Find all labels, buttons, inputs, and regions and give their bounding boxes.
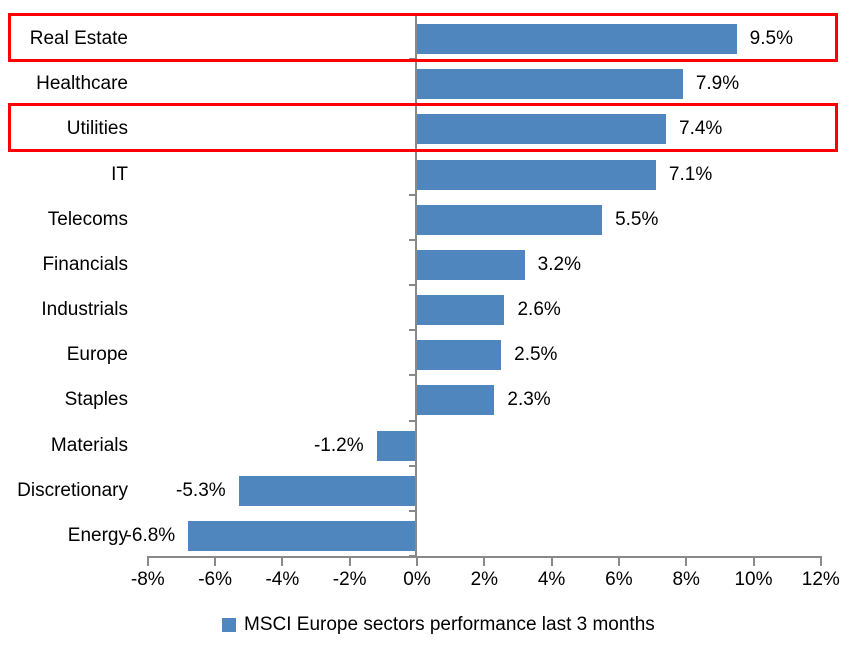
value-axis-tick: [348, 556, 351, 566]
value-axis-tick: [416, 556, 418, 566]
value-axis-tick-label: -8%: [130, 569, 165, 590]
value-label: 7.1%: [668, 163, 713, 185]
category-label: Financials: [42, 253, 128, 275]
value-label: 2.3%: [507, 389, 551, 411]
value-label: 7.4%: [679, 118, 723, 140]
value-label: 2.6%: [517, 299, 561, 320]
value-axis-tick: [819, 556, 822, 566]
value-axis-tick-label: 12%: [801, 569, 840, 590]
value-label: 3.2%: [537, 253, 581, 275]
bar: [417, 69, 683, 100]
legend: MSCI Europe sectors performance last 3 m…: [222, 610, 655, 640]
value-axis-tick-label: 4%: [537, 569, 566, 590]
category-axis-tick: [409, 329, 415, 332]
value-label: 9.5%: [749, 28, 793, 49]
value-axis-tick-label: 6%: [605, 569, 633, 590]
value-label: -1.2%: [313, 434, 364, 456]
category-axis-line: [415, 14, 417, 558]
value-label: -5.3%: [176, 479, 226, 501]
category-axis-tick: [409, 284, 415, 286]
value-axis-tick: [685, 556, 688, 566]
category-axis-tick: [409, 464, 415, 467]
value-axis-tick: [483, 556, 486, 566]
bar: [188, 520, 417, 551]
value-axis-tick: [281, 556, 284, 566]
bar: [238, 475, 417, 506]
legend-label: MSCI Europe sectors performance last 3 m…: [244, 614, 655, 635]
value-axis-tick-label: -4%: [265, 569, 300, 590]
category-axis-tick: [409, 509, 415, 512]
bar: [417, 159, 656, 190]
bar: [417, 340, 502, 371]
bar: [417, 295, 505, 325]
highlight-box: [8, 103, 838, 153]
category-axis-tick: [409, 419, 415, 422]
bar: [417, 114, 666, 145]
category-label: Materials: [50, 434, 128, 456]
category-label: Discretionary: [17, 479, 128, 501]
value-label: -6.8%: [125, 524, 176, 546]
value-axis-tick-label: -2%: [332, 569, 367, 590]
value-axis-tick-label: 8%: [672, 569, 700, 590]
category-axis-tick: [409, 374, 415, 377]
value-axis-tick: [617, 556, 620, 566]
category-label: Real Estate: [29, 28, 128, 49]
value-axis-tick-label: 10%: [734, 569, 773, 590]
bar: [417, 249, 525, 280]
legend-series-marker-icon: [222, 618, 236, 632]
category-label: IT: [111, 163, 128, 185]
category-axis-tick: [409, 238, 415, 241]
highlight-box: [8, 13, 838, 62]
value-axis-tick-label: 0%: [403, 569, 431, 590]
category-label: Staples: [64, 389, 128, 411]
value-axis-tick: [146, 556, 149, 566]
bar: [417, 385, 495, 416]
category-label: Europe: [66, 344, 128, 366]
value-axis-tick-label: -6%: [198, 569, 232, 590]
category-label: Healthcare: [36, 73, 128, 95]
value-axis-tick: [550, 556, 553, 566]
category-label: Industrials: [41, 299, 128, 320]
category-label: Utilities: [66, 118, 128, 140]
bar: [376, 430, 417, 461]
value-axis-tick: [752, 556, 755, 566]
category-label: Energy: [67, 524, 128, 546]
value-label: 2.5%: [514, 344, 558, 366]
bar: [417, 204, 603, 235]
value-label: 7.9%: [695, 73, 740, 95]
value-axis-tick: [214, 556, 217, 566]
category-label: Telecoms: [47, 208, 128, 230]
value-axis-tick-label: 2%: [470, 569, 499, 590]
category-axis-tick: [409, 193, 415, 196]
bar: [417, 24, 737, 54]
value-label: 5.5%: [615, 208, 659, 230]
